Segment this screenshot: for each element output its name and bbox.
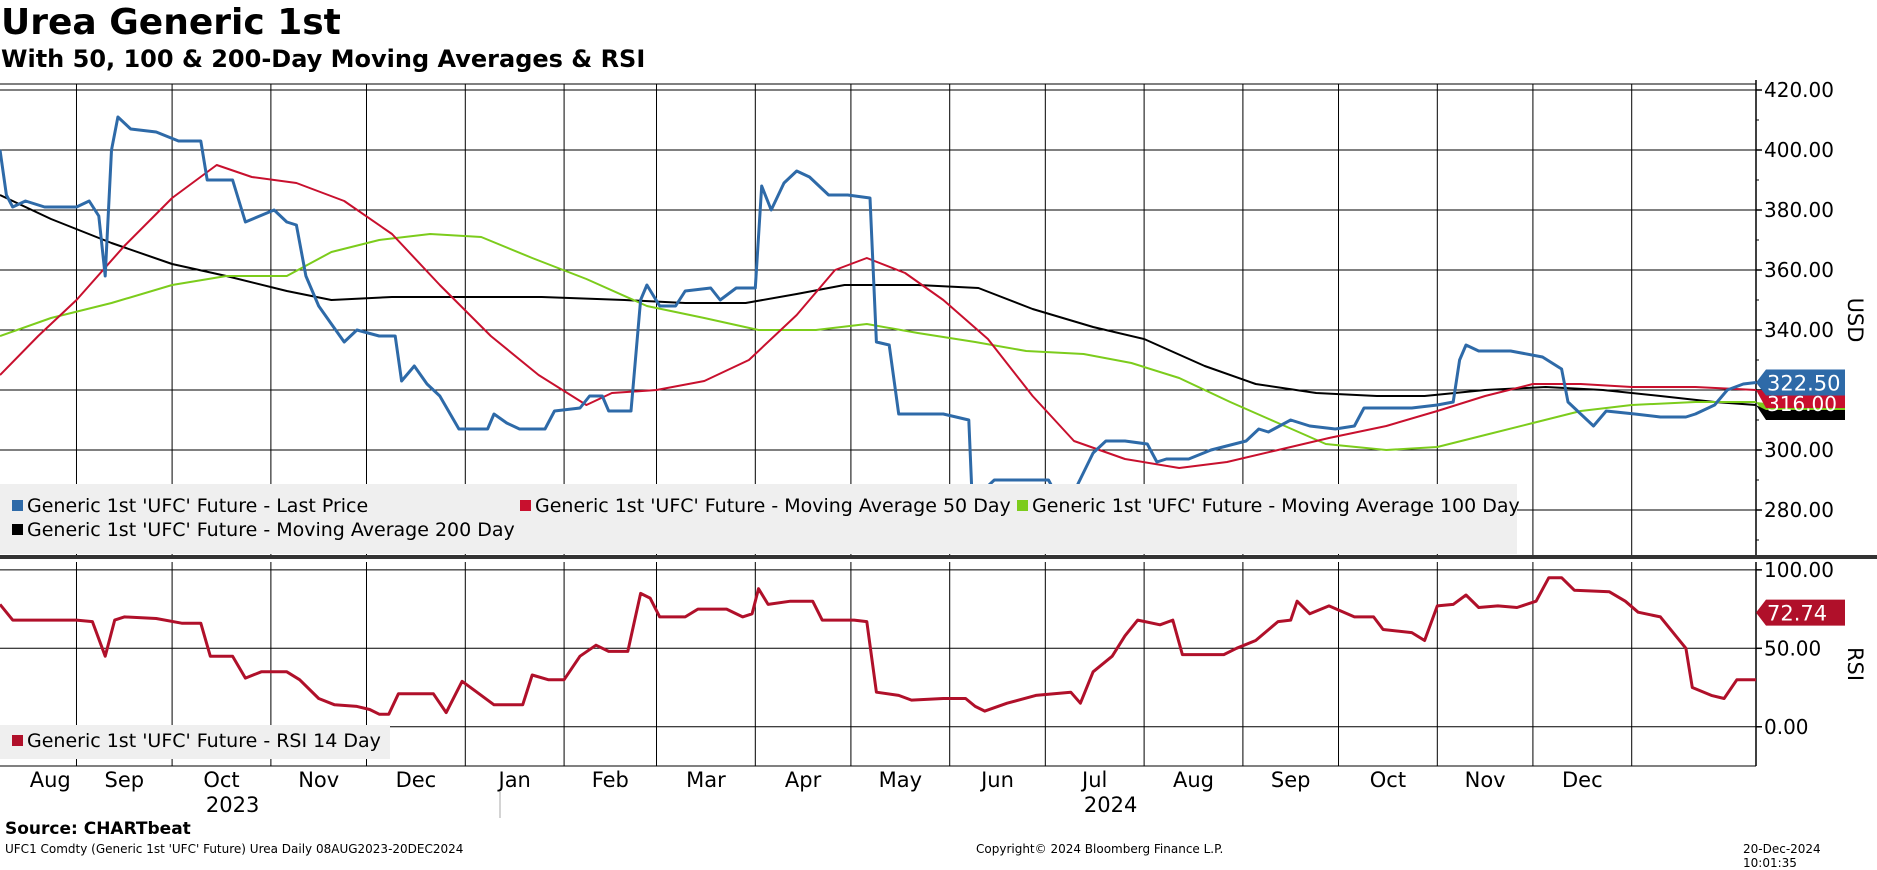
ma100-line [0, 233, 1756, 451]
price-legend [0, 484, 1517, 554]
x-month-label: Feb [592, 768, 629, 792]
legend-label-last-price: Generic 1st 'UFC' Future - Last Price [27, 495, 369, 517]
rsi-tick-label: 50.00 [1764, 636, 1821, 660]
rsi-legend [0, 725, 390, 759]
footer-center: Copyright© 2024 Bloomberg Finance L.P. [976, 842, 1224, 856]
x-month-label: Nov [1465, 768, 1506, 792]
x-month-label: Oct [203, 768, 239, 792]
legend-swatch-rsi [12, 735, 23, 746]
x-month-label: Sep [1271, 768, 1311, 792]
price-y-axis-label: USD [1843, 298, 1867, 343]
x-month-label: Aug [1173, 768, 1214, 792]
footer-left: UFC1 Comdty (Generic 1st 'UFC' Future) U… [5, 842, 464, 856]
x-year-label: 2023 [206, 793, 259, 817]
x-month-label: Jan [497, 768, 531, 792]
legend-swatch-ma100 [1017, 500, 1028, 511]
legend-item-ma50: Generic 1st 'UFC' Future - Moving Averag… [520, 495, 1011, 517]
price-value-tag: 322.50 [1767, 372, 1840, 396]
rsi-y-axis-label: RSI [1843, 647, 1867, 681]
x-month-label: Dec [1562, 768, 1603, 792]
chart-subtitle: With 50, 100 & 200-Day Moving Averages &… [1, 45, 646, 73]
legend-item-ma100: Generic 1st 'UFC' Future - Moving Averag… [1017, 495, 1520, 517]
price-tick-label: 280.00 [1764, 498, 1834, 522]
legend-swatch-last-price [12, 500, 23, 511]
x-month-label: Jun [979, 768, 1014, 792]
x-year-label: 2024 [1084, 793, 1137, 817]
legend-label-ma200: Generic 1st 'UFC' Future - Moving Averag… [27, 519, 515, 541]
legend-swatch-ma50 [520, 500, 531, 511]
rsi-value-tag: 72.74 [1767, 602, 1827, 626]
price-tick-label: 340.00 [1764, 318, 1834, 342]
legend-item-rsi: Generic 1st 'UFC' Future - RSI 14 Day [12, 730, 381, 752]
legend-label-rsi: Generic 1st 'UFC' Future - RSI 14 Day [27, 730, 381, 752]
price-tick-label: 360.00 [1764, 258, 1834, 282]
rsi-tick-label: 100.00 [1764, 558, 1834, 582]
x-month-label: Aug [30, 768, 71, 792]
price-tick-label: 300.00 [1764, 438, 1834, 462]
x-month-label: Oct [1370, 768, 1406, 792]
ma50-line [0, 164, 1757, 469]
chart-title: Urea Generic 1st [1, 2, 341, 43]
legend-item-last-price: Generic 1st 'UFC' Future - Last Price [12, 495, 368, 517]
rsi-tick-label: 0.00 [1764, 715, 1809, 739]
price-tick-label: 420.00 [1764, 78, 1834, 102]
footer-right: 20-Dec-2024 10:01:35 [1743, 842, 1821, 870]
x-month-label: Apr [785, 768, 822, 792]
x-month-label: Mar [686, 768, 726, 792]
x-month-label: Jul [1080, 768, 1107, 792]
ma100-value-tag: 316.00 [1767, 392, 1837, 416]
last-price-line [0, 115, 1757, 506]
price-value-tag-bg [1756, 369, 1845, 396]
source-note: Source: CHARTbeat [5, 819, 191, 839]
price-tick-label: 380.00 [1764, 198, 1834, 222]
price-tick-label: 400.00 [1764, 138, 1834, 162]
legend-label-ma100: Generic 1st 'UFC' Future - Moving Averag… [1032, 495, 1520, 517]
legend-label-ma50: Generic 1st 'UFC' Future - Moving Averag… [535, 495, 1011, 517]
ma200-line [0, 194, 1757, 406]
legend-swatch-ma200 [12, 524, 23, 535]
legend-item-ma200: Generic 1st 'UFC' Future - Moving Averag… [12, 519, 515, 541]
x-month-label: Nov [298, 768, 339, 792]
ma200-tag-bg [1756, 405, 1845, 420]
rsi-value-tag-bg [1756, 599, 1845, 626]
x-month-label: Dec [396, 768, 437, 792]
x-month-label: May [879, 768, 922, 792]
rsi-line [0, 576, 1756, 716]
x-month-label: Sep [104, 768, 144, 792]
